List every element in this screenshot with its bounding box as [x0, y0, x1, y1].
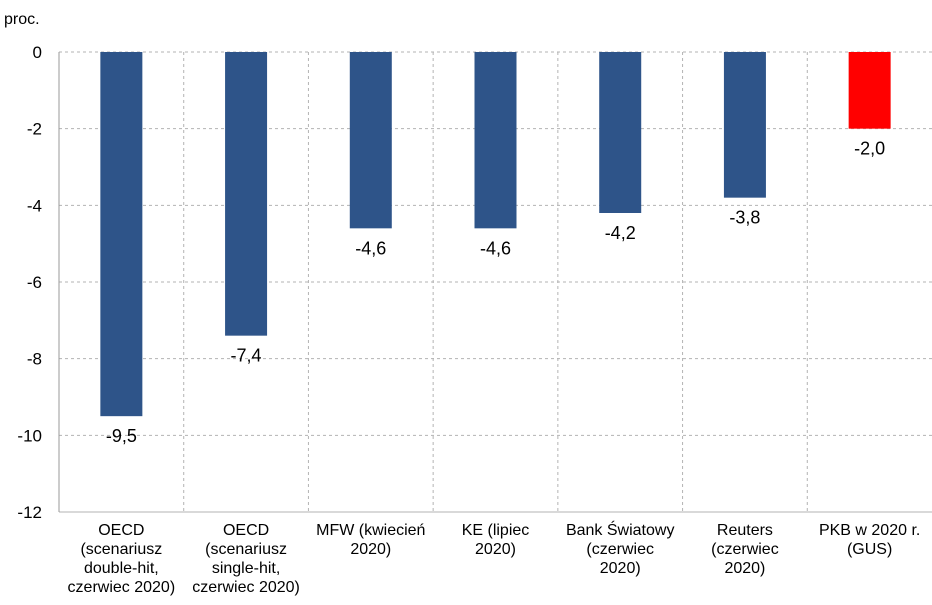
category-label-line: Bank Światowy: [566, 520, 675, 539]
value-label: -4,2: [605, 223, 636, 243]
value-label: -2,0: [854, 139, 885, 159]
category-label-line: MFW (kwiecień: [316, 522, 425, 539]
category-label-line: czerwiec 2020): [68, 579, 176, 596]
category-label-line: double-hit,: [84, 560, 159, 577]
category-label-line: Reuters: [717, 522, 773, 539]
y-tick-label: -6: [27, 273, 42, 292]
bar: [349, 52, 392, 229]
category-labels: OECD (scenariusz double-hit, czerwiec 2020)…: [68, 520, 921, 596]
category-label-line: PKB w 2020 r.: [819, 522, 920, 539]
category-label-line: 2020): [350, 541, 391, 558]
y-tick-label: -8: [27, 350, 42, 369]
y-axis-unit-label: proc.: [4, 11, 40, 28]
y-axis-ticks: 0 -2 -4 -6 -8 -10 -12: [17, 43, 42, 522]
category-label-line: (scenariusz: [205, 541, 287, 558]
bar: [599, 52, 642, 213]
bars: [100, 52, 891, 417]
category-label: Bank Światowy (czerwiec 2020): [566, 520, 675, 577]
category-label-line: OECD: [223, 522, 269, 539]
y-tick-label: -2: [27, 120, 42, 139]
value-label: -4,6: [480, 238, 511, 258]
category-label: KE (lipiec 2020): [462, 522, 530, 558]
category-label-line: 2020): [600, 560, 641, 577]
value-labels: -9,5 -7,4 -4,6 -4,6 -4,2 -3,8 -2,0: [106, 139, 885, 446]
category-label-line: OECD: [98, 522, 144, 539]
value-label: -3,8: [729, 208, 760, 228]
category-label-line: (czerwiec: [711, 541, 779, 558]
category-label: Reuters (czerwiec 2020): [711, 522, 779, 577]
category-label-line: 2020): [724, 560, 765, 577]
category-label-line: (scenariusz: [80, 541, 162, 558]
bar: [100, 52, 143, 417]
bar: [474, 52, 517, 229]
category-label-line: (czerwiec: [586, 541, 654, 558]
category-label-line: single-hit,: [212, 560, 280, 577]
category-label: MFW (kwiecień 2020): [316, 522, 425, 558]
category-label-line: 2020): [475, 541, 516, 558]
y-tick-label: -12: [17, 503, 42, 522]
bar: [848, 52, 891, 129]
category-label-line: KE (lipiec: [462, 522, 530, 539]
category-label-line: czerwiec 2020): [192, 579, 300, 596]
bar: [225, 52, 268, 336]
category-label: OECD (scenariusz single-hit, czerwiec 2020): [192, 522, 300, 596]
category-label: OECD (scenariusz double-hit, czerwiec 2020): [68, 522, 176, 596]
category-label-line: (GUS): [847, 541, 892, 558]
value-label: -9,5: [106, 426, 137, 446]
bar: [723, 52, 766, 198]
y-tick-label: -10: [17, 426, 42, 445]
y-tick-label: 0: [33, 43, 42, 62]
value-label: -7,4: [231, 346, 262, 366]
grid-lines: [59, 51, 932, 513]
category-label: PKB w 2020 r. (GUS): [819, 522, 920, 558]
y-tick-label: -4: [27, 196, 42, 215]
value-label: -4,6: [355, 238, 386, 258]
